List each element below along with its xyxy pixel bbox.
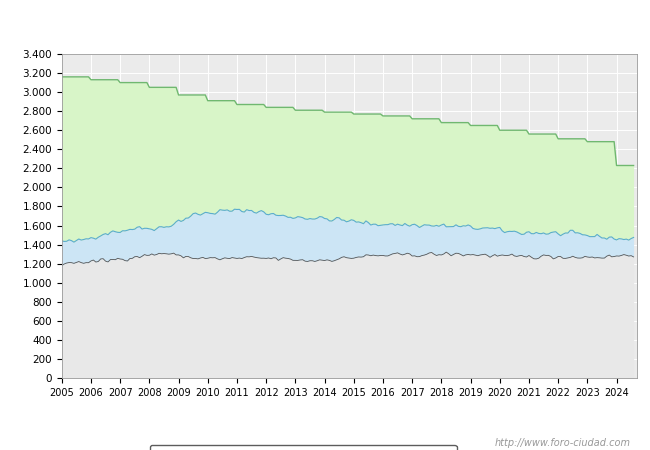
Legend: Ocupados, Parados, Hab. entre 16-64: Ocupados, Parados, Hab. entre 16-64 [150,445,457,450]
Text: http://www.foro-ciudad.com: http://www.foro-ciudad.com [495,438,630,448]
Text: A Rúa - Evolucion de la poblacion en edad de Trabajar Agosto de 2024: A Rúa - Evolucion de la poblacion en eda… [62,13,588,26]
